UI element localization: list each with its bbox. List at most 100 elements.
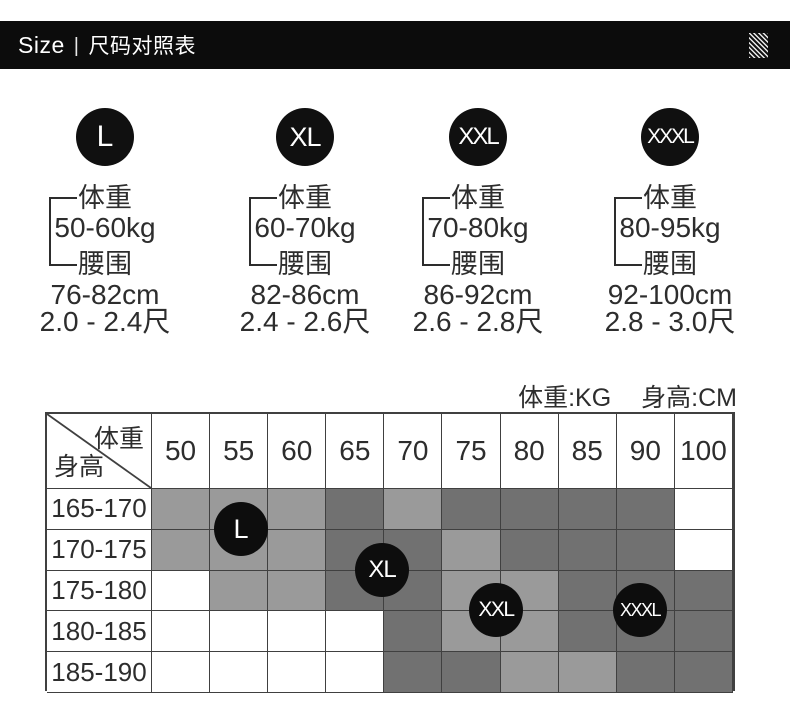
weight-col-header: 80 (500, 414, 559, 489)
weight-col-header: 100 (674, 414, 733, 489)
waist-label: 腰围 (451, 249, 505, 279)
size-badge-xl: XL (276, 108, 334, 166)
table-cell (384, 652, 443, 693)
weight-col-header: 85 (558, 414, 617, 489)
units-weight: 体重:KG (518, 384, 612, 412)
table-cell (326, 489, 385, 530)
table-marker-xl: XL (355, 543, 409, 597)
weight-range: 80-95kg (619, 212, 721, 243)
bracket-shape (614, 197, 642, 266)
table-cell (210, 570, 269, 612)
table-corner-cell: 体重 身高 (47, 414, 152, 489)
waist-label: 腰围 (78, 249, 132, 279)
table-cell (152, 529, 211, 571)
waist-label: 腰围 (278, 249, 332, 279)
units-note: 体重:KG 身高:CM (518, 378, 737, 414)
table-cell (210, 611, 269, 653)
bracket-shape (49, 197, 77, 266)
table-cell (268, 570, 327, 612)
waist-cm: 92-100cm (607, 279, 733, 310)
section-title-zh: 尺码对照表 (88, 35, 196, 58)
corner-height-label: 身高 (54, 453, 105, 481)
size-spec-l: L 体重 50-60kg 腰围 76-82cm 2.0 - 2.4尺 (20, 108, 190, 337)
table-cell (674, 489, 733, 530)
size-badge-xxxl: XXXL (641, 108, 699, 166)
table-cell (268, 652, 327, 693)
size-badge-label: XXXL (647, 125, 695, 148)
table-cell (616, 652, 675, 693)
size-badge-label: XXL (458, 123, 499, 150)
height-row-label: 175-180 (47, 570, 152, 612)
weight-col-header: 55 (210, 414, 269, 489)
table-cell (616, 489, 675, 530)
table-cell (326, 611, 385, 653)
weight-col-header: 50 (152, 414, 211, 489)
table-cell (268, 529, 327, 571)
table-cell (500, 489, 559, 530)
waist-chi: 2.0 - 2.4尺 (39, 306, 171, 337)
waist-chi: 2.4 - 2.6尺 (239, 306, 371, 337)
table-cell (326, 652, 385, 693)
table-cell (616, 529, 675, 571)
size-badge-l: L (76, 108, 134, 166)
table-cell (152, 570, 211, 612)
table-cell (442, 529, 501, 571)
height-row-label: 165-170 (47, 489, 152, 530)
height-row-label: 180-185 (47, 611, 152, 653)
table-cell (268, 489, 327, 530)
waist-cm: 76-82cm (50, 279, 160, 310)
table-cell (152, 611, 211, 653)
table-cell (152, 652, 211, 693)
height-row-label: 170-175 (47, 529, 152, 571)
weight-col-header: 70 (384, 414, 443, 489)
units-height: 身高:CM (641, 384, 737, 412)
size-badge-label: XL (289, 121, 321, 152)
size-table: 体重 身高 50 55 60 65 70 75 80 85 90 100 165… (45, 412, 735, 693)
weight-range: 70-80kg (427, 212, 529, 243)
table-cell (442, 489, 501, 530)
table-marker-l: L (214, 502, 268, 556)
table-cell (674, 652, 733, 693)
weight-label: 体重 (278, 183, 332, 213)
diagonal-line (47, 414, 151, 488)
table-cell (674, 529, 733, 571)
table-cell (674, 611, 733, 653)
section-header-bar: Size | 尺码对照表 (0, 21, 790, 69)
table-cell (558, 611, 617, 653)
size-spec-xl: XL 体重 60-70kg 腰围 82-86cm 2.4 - 2.6尺 (220, 108, 390, 337)
table-cell (558, 489, 617, 530)
weight-label: 体重 (643, 183, 697, 213)
size-badge-xxl: XXL (449, 108, 507, 166)
table-marker-xxl: XXL (469, 583, 523, 637)
table-cell (558, 652, 617, 693)
table-cell (384, 611, 443, 653)
waist-label: 腰围 (643, 249, 697, 279)
weight-col-header: 75 (442, 414, 501, 489)
table-cell (674, 570, 733, 612)
bracket-shape (249, 197, 277, 266)
waist-cm: 82-86cm (250, 279, 360, 310)
size-spec-xxl: XXL 体重 70-80kg 腰围 86-92cm 2.6 - 2.8尺 (393, 108, 563, 337)
waist-cm: 86-92cm (423, 279, 533, 310)
table-cell (210, 652, 269, 693)
weight-col-header: 60 (268, 414, 327, 489)
size-spec-xxxl: XXXL 体重 80-95kg 腰围 92-100cm 2.8 - 3.0尺 (585, 108, 755, 337)
weight-range: 50-60kg (54, 212, 156, 243)
table-cell (500, 529, 559, 571)
waist-chi: 2.8 - 3.0尺 (604, 306, 736, 337)
weight-range: 60-70kg (254, 212, 356, 243)
section-title: Size | 尺码对照表 (18, 21, 196, 69)
waist-chi: 2.6 - 2.8尺 (412, 306, 544, 337)
section-title-en: Size (18, 32, 65, 58)
table-cell (384, 489, 443, 530)
corner-weight-label: 体重 (93, 425, 144, 453)
table-marker-xxxl: XXXL (613, 583, 667, 637)
diagonal-stripes-icon (749, 33, 768, 58)
title-separator: | (73, 35, 80, 57)
size-badge-label: L (96, 120, 114, 153)
weight-label: 体重 (78, 183, 132, 213)
bracket-shape (422, 197, 450, 266)
table-cell (152, 489, 211, 530)
table-cell (500, 652, 559, 693)
